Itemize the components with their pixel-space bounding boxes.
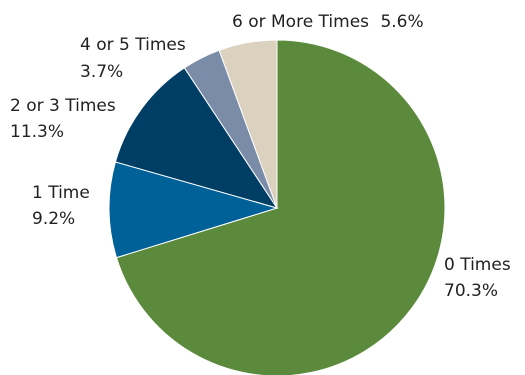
pie-slice-6-or-more-times <box>218 39 278 209</box>
label-4-or-5-times: 4 or 5 Times <box>80 35 186 55</box>
pie-slice-0-times <box>115 39 446 375</box>
value-0-times: 70.3% <box>444 281 498 301</box>
label-2-or-3-times: 2 or 3 Times <box>10 96 116 116</box>
label-0-times: 0 Times <box>444 255 511 275</box>
label-6-or-more-times: 6 or More Times 5.6% <box>232 12 424 32</box>
pie-slice-1-time <box>108 161 279 259</box>
pie-slice-2-or-3-times <box>114 67 279 209</box>
value-2-or-3-times: 11.3% <box>10 122 64 142</box>
value-4-or-5-times: 3.7% <box>80 62 123 82</box>
value-1-time: 9.2% <box>32 209 75 229</box>
label-6-or-more-times-value: 5.6% <box>380 12 423 32</box>
label-6-or-more-times-name: 6 or More Times <box>232 12 369 32</box>
label-1-time: 1 Time <box>32 183 90 203</box>
